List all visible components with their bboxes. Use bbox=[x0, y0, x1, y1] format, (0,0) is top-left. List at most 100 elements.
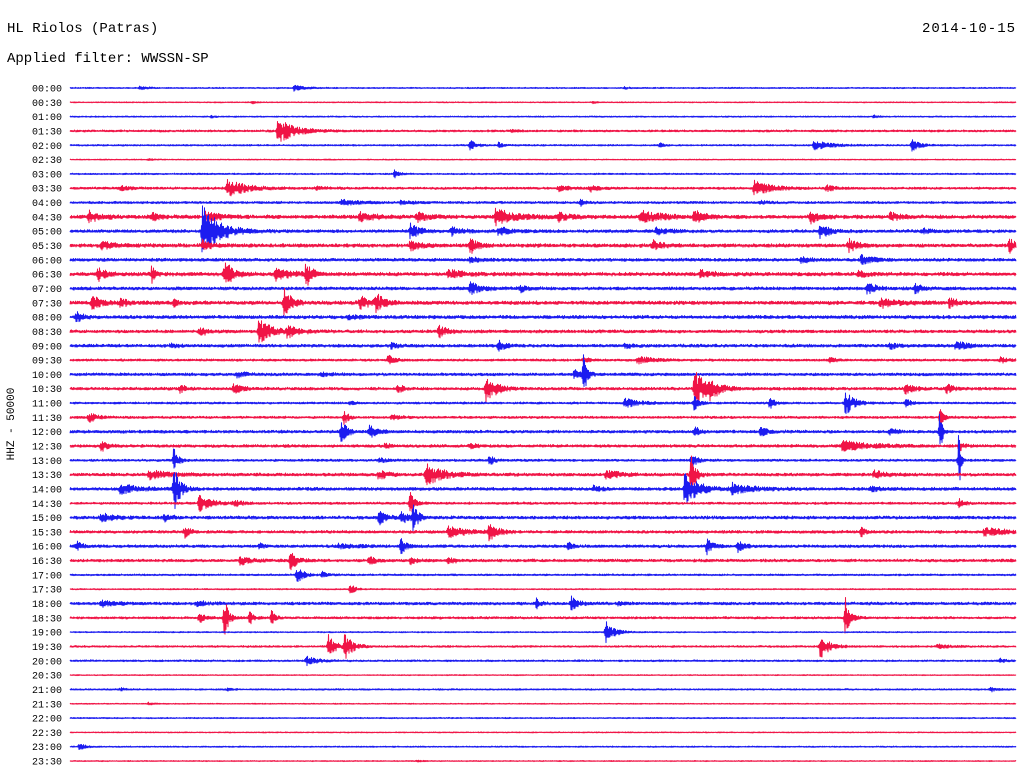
time-label: 14:30 bbox=[32, 500, 62, 511]
seismic-trace bbox=[69, 674, 1017, 677]
time-label: 00:00 bbox=[32, 85, 62, 96]
seismic-trace bbox=[69, 759, 1017, 763]
time-label: 22:00 bbox=[32, 715, 62, 726]
seismic-trace bbox=[69, 440, 1017, 452]
time-label: 20:00 bbox=[32, 657, 62, 668]
seismic-trace bbox=[69, 281, 1017, 295]
seismic-trace bbox=[69, 538, 1017, 556]
seismic-trace bbox=[69, 524, 1017, 542]
time-label: 08:00 bbox=[32, 314, 62, 325]
channel-scale-label: HHZ - 50000 bbox=[6, 388, 18, 461]
time-label: 03:30 bbox=[32, 185, 62, 196]
time-label: 19:30 bbox=[32, 643, 62, 654]
time-label: 02:30 bbox=[32, 156, 62, 167]
seismic-trace bbox=[69, 634, 1017, 659]
time-label: 17:00 bbox=[32, 571, 62, 582]
time-label: 10:30 bbox=[32, 385, 62, 396]
seismic-trace bbox=[69, 311, 1017, 323]
seismic-trace bbox=[69, 686, 1017, 693]
seismic-trace bbox=[69, 491, 1017, 513]
seismic-trace bbox=[69, 413, 1017, 445]
seismic-trace bbox=[69, 716, 1017, 720]
time-label: 12:30 bbox=[32, 443, 62, 454]
seismic-trace bbox=[69, 596, 1017, 635]
time-label: 07:00 bbox=[32, 285, 62, 296]
time-label: 23:00 bbox=[32, 743, 62, 754]
time-label: 08:30 bbox=[32, 328, 62, 339]
station-title: HL Riolos (Patras) bbox=[7, 21, 159, 37]
time-label: 07:30 bbox=[32, 299, 62, 310]
time-label: 06:00 bbox=[32, 256, 62, 267]
seismic-trace bbox=[69, 392, 1017, 415]
seismic-trace bbox=[69, 585, 1017, 594]
time-label: 14:00 bbox=[32, 485, 62, 496]
time-label: 23:30 bbox=[32, 758, 62, 769]
time-label: 13:30 bbox=[32, 471, 62, 482]
trace-group bbox=[69, 84, 1017, 763]
time-label: 03:00 bbox=[32, 170, 62, 181]
time-label: 12:00 bbox=[32, 428, 62, 439]
time-label: 02:00 bbox=[32, 142, 62, 153]
seismic-trace bbox=[69, 409, 1017, 426]
time-label: 20:30 bbox=[32, 672, 62, 683]
seismic-trace bbox=[69, 262, 1017, 286]
seismic-trace bbox=[69, 207, 1017, 227]
filter-label: Applied filter: WWSSN-SP bbox=[7, 51, 209, 67]
time-label: 11:00 bbox=[32, 400, 62, 411]
seismic-trace bbox=[69, 120, 1017, 142]
time-label: 10:00 bbox=[32, 371, 62, 382]
seismic-trace bbox=[69, 504, 1017, 532]
seismic-trace bbox=[69, 569, 1017, 583]
time-label: 18:00 bbox=[32, 600, 62, 611]
seismic-trace bbox=[69, 552, 1017, 571]
seismic-trace bbox=[69, 205, 1017, 253]
time-label: 01:00 bbox=[32, 113, 62, 124]
seismic-trace bbox=[69, 169, 1017, 179]
time-label: 16:30 bbox=[32, 557, 62, 568]
time-label: 15:00 bbox=[32, 514, 62, 525]
time-label: 04:30 bbox=[32, 213, 62, 224]
seismic-trace bbox=[69, 434, 1017, 481]
seismic-trace bbox=[69, 237, 1017, 254]
seismic-trace bbox=[69, 701, 1017, 706]
time-label: 05:00 bbox=[32, 228, 62, 239]
seismic-trace bbox=[69, 744, 1017, 750]
time-label: 22:30 bbox=[32, 729, 62, 740]
seismic-trace bbox=[69, 139, 1017, 152]
time-label: 04:00 bbox=[32, 199, 62, 210]
time-label: 09:30 bbox=[32, 357, 62, 368]
seismic-trace bbox=[69, 621, 1017, 644]
seismic-trace bbox=[69, 320, 1017, 343]
time-label: 05:30 bbox=[32, 242, 62, 253]
seismic-trace bbox=[69, 114, 1017, 119]
record-date: 2014-10-15 bbox=[921, 21, 1016, 37]
seismic-trace bbox=[69, 372, 1017, 403]
seismic-trace bbox=[69, 455, 1017, 495]
seismic-trace bbox=[69, 731, 1017, 734]
time-label-group: 00:00 00:30 01:00 01:30 02:00 02:30 03:00 03:30… bbox=[32, 85, 62, 769]
seismic-trace bbox=[69, 84, 1017, 92]
seismic-trace bbox=[69, 198, 1017, 207]
time-label: 15:30 bbox=[32, 528, 62, 539]
seismic-trace bbox=[69, 595, 1017, 611]
time-label: 19:00 bbox=[32, 629, 62, 640]
time-label: 09:00 bbox=[32, 342, 62, 353]
seismic-trace bbox=[69, 287, 1017, 316]
time-label: 00:30 bbox=[32, 99, 62, 110]
seismic-trace bbox=[69, 472, 1017, 510]
seismic-trace bbox=[69, 254, 1017, 265]
seismic-trace bbox=[69, 100, 1017, 105]
seismic-trace bbox=[69, 655, 1017, 667]
time-label: 06:30 bbox=[32, 271, 62, 282]
time-label: 17:30 bbox=[32, 586, 62, 597]
seismic-trace bbox=[69, 339, 1017, 352]
time-label: 01:30 bbox=[32, 127, 62, 138]
seismic-trace bbox=[69, 354, 1017, 388]
seismic-trace bbox=[69, 354, 1017, 365]
time-label: 18:30 bbox=[32, 614, 62, 625]
time-label: 16:00 bbox=[32, 543, 62, 554]
time-label: 21:00 bbox=[32, 686, 62, 697]
seismic-trace bbox=[69, 178, 1017, 197]
